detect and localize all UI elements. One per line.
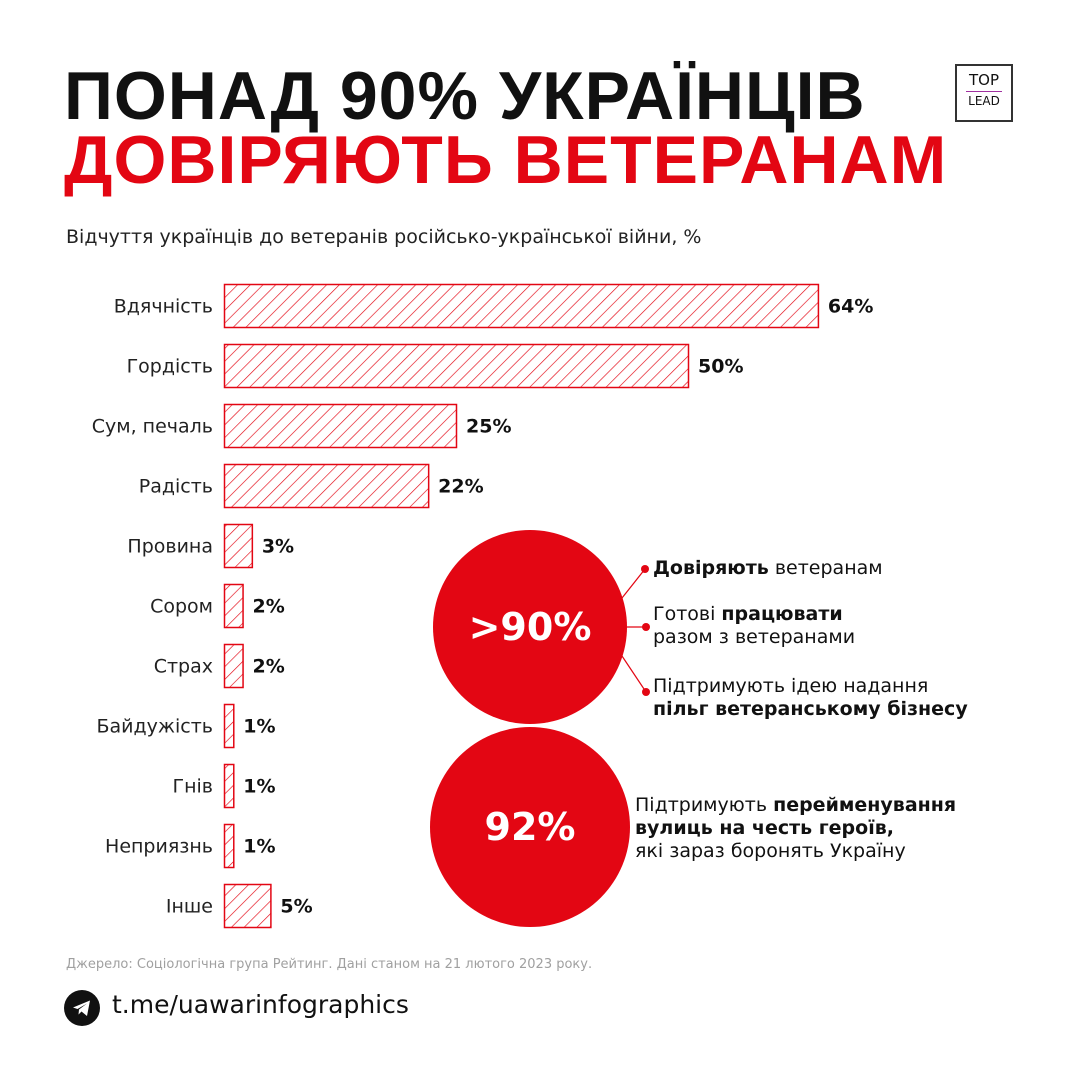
category-label: Провина — [127, 536, 213, 558]
value-label: 2% — [253, 596, 285, 618]
telegram-icon — [64, 990, 100, 1026]
callout-text: ветеранам — [768, 557, 883, 579]
value-label: 25% — [466, 416, 511, 438]
category-label: Радість — [139, 476, 213, 498]
callout-work: Готові працювати разом з ветеранами — [653, 603, 855, 649]
category-label: Сором — [150, 596, 213, 618]
stat-circle-92: 92% — [430, 727, 630, 927]
value-label: 50% — [698, 356, 743, 378]
bar — [223, 463, 430, 509]
title-line-1: ПОНАД 90% УКРАЇНЦІВ — [64, 58, 866, 134]
stat-circle-90: >90% — [433, 530, 627, 724]
bar — [223, 283, 820, 329]
value-label: 1% — [243, 836, 275, 858]
chart-title: Відчуття українців до ветеранів російськ… — [66, 226, 702, 248]
connector-line — [621, 655, 647, 693]
value-label: 5% — [280, 896, 312, 918]
callout-text: Готові — [653, 603, 722, 625]
callout-bold: пільг ветеранському бізнесу — [653, 698, 968, 720]
callout-text: разом з ветеранами — [653, 626, 856, 648]
connectors — [621, 565, 650, 696]
callout-bold: перейменування — [773, 794, 957, 816]
callout-trust: Довіряють ветеранам — [653, 557, 883, 580]
bar — [223, 703, 235, 749]
value-label: 2% — [253, 656, 285, 678]
callout-text: Підтримують ідею надання — [653, 675, 929, 697]
bar — [223, 523, 254, 569]
category-label: Гордість — [127, 356, 213, 378]
category-label: Інше — [166, 896, 213, 918]
connector-dot — [641, 565, 649, 573]
bar — [223, 643, 244, 689]
category-label: Сум, печаль — [92, 416, 213, 438]
callout-bold: Довіряють — [653, 557, 769, 579]
bar — [223, 763, 235, 809]
callout-text: Підтримують — [635, 794, 774, 816]
bar — [223, 403, 458, 449]
category-label: Гнів — [173, 776, 214, 798]
callout-benefits: Підтримують ідею надання пільг ветеранськ… — [653, 675, 968, 721]
callout-text: які зараз боронять Україну — [635, 840, 906, 862]
logo-bottom: LEAD — [968, 94, 1000, 108]
category-label: Вдячність — [114, 296, 213, 318]
value-label: 3% — [262, 536, 294, 558]
connector-line — [621, 568, 646, 599]
title-line-2: ДОВІРЯЮТЬ ВЕТЕРАНАМ — [64, 122, 948, 198]
value-label: 22% — [438, 476, 483, 498]
category-label: Неприязнь — [105, 836, 213, 858]
value-label: 64% — [828, 296, 873, 318]
category-label: Страх — [154, 656, 213, 678]
callout-bold: працювати — [721, 603, 843, 625]
value-label: 1% — [243, 716, 275, 738]
bar — [223, 823, 235, 869]
category-label: Байдужість — [96, 716, 213, 738]
value-label: 1% — [243, 776, 275, 798]
callout-bold: вулиць на честь героїв, — [635, 817, 894, 839]
telegram-link[interactable]: t.me/uawarinfographics — [112, 990, 409, 1019]
bar — [223, 583, 244, 629]
top-lead-logo: TOP LEAD — [955, 64, 1013, 122]
logo-divider — [966, 91, 1002, 92]
connector-dot — [642, 623, 650, 631]
bar — [223, 883, 272, 929]
bar — [223, 343, 690, 389]
logo-top: TOP — [968, 71, 999, 89]
source-note: Джерело: Соціологічна група Рейтинг. Дан… — [66, 957, 593, 972]
callout-renaming: Підтримують перейменування вулиць на чест… — [635, 794, 956, 863]
connector-dot — [642, 688, 650, 696]
